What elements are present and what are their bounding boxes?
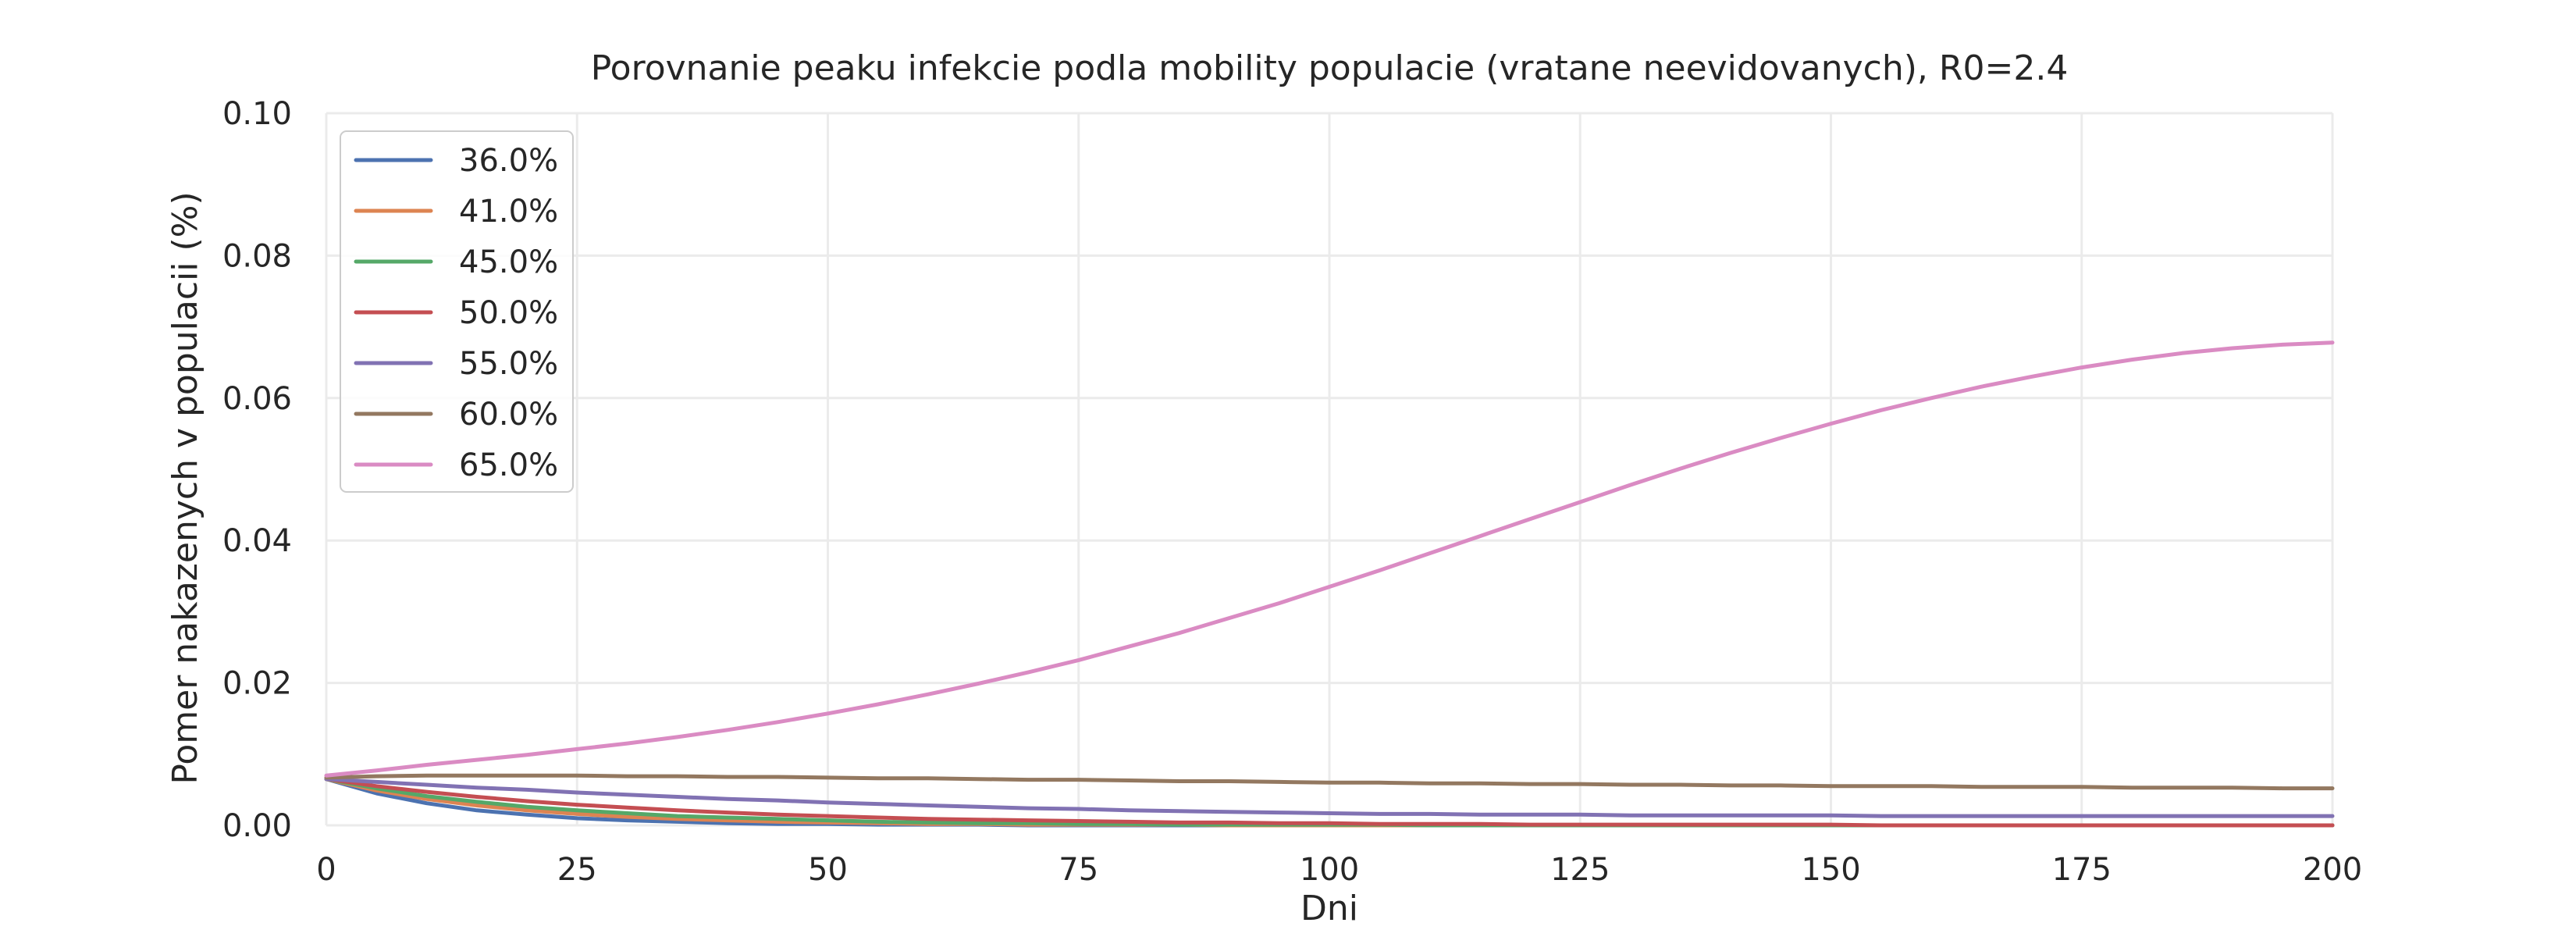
legend-label: 65.0% [459, 447, 558, 483]
series-line [324, 777, 2335, 828]
series-line [324, 777, 2335, 818]
x-tick-label: 75 [1059, 852, 1098, 888]
x-axis-ticks: 0 25 50 75 100 125 150 175 200 [316, 852, 2362, 888]
y-tick-label: 0.04 [222, 523, 292, 559]
y-tick-label: 0.06 [222, 381, 292, 417]
grid [325, 112, 2334, 827]
x-tick-label: 25 [557, 852, 597, 888]
x-tick-label: 175 [2052, 852, 2112, 888]
legend-label: 45.0% [459, 244, 558, 280]
x-tick-label: 125 [1550, 852, 1610, 888]
series-lines [324, 340, 2335, 828]
y-axis-ticks: 0.00 0.02 0.04 0.06 0.08 0.10 [222, 96, 292, 844]
y-tick-label: 0.08 [222, 238, 292, 274]
x-axis-label: Dni [1300, 889, 1358, 928]
x-tick-label: 150 [1801, 852, 1860, 888]
y-axis-label: Pomer nakazenych v populacii (%) [165, 191, 205, 784]
series-line [324, 773, 2335, 791]
y-tick-label: 0.02 [222, 666, 292, 702]
x-tick-label: 50 [808, 852, 848, 888]
series-line [324, 340, 2335, 778]
legend: 36.0% 41.0% 45.0% 50.0% 55.0% 60.0% 65.0% [340, 130, 574, 493]
x-tick-label: 100 [1300, 852, 1359, 888]
legend-label: 55.0% [459, 346, 558, 382]
x-tick-label: 200 [2303, 852, 2362, 888]
legend-frame [340, 130, 574, 493]
legend-items: 36.0% 41.0% 45.0% 50.0% 55.0% 60.0% 65.0% [354, 143, 558, 483]
legend-label: 41.0% [459, 194, 558, 230]
x-tick-label: 0 [316, 852, 336, 888]
y-tick-label: 0.10 [222, 96, 292, 132]
chart-title: Porovnanie peaku infekcie podla mobility… [591, 48, 2069, 88]
legend-label: 36.0% [459, 143, 558, 179]
legend-label: 50.0% [459, 295, 558, 331]
legend-label: 60.0% [459, 397, 558, 433]
y-tick-label: 0.00 [222, 808, 292, 844]
